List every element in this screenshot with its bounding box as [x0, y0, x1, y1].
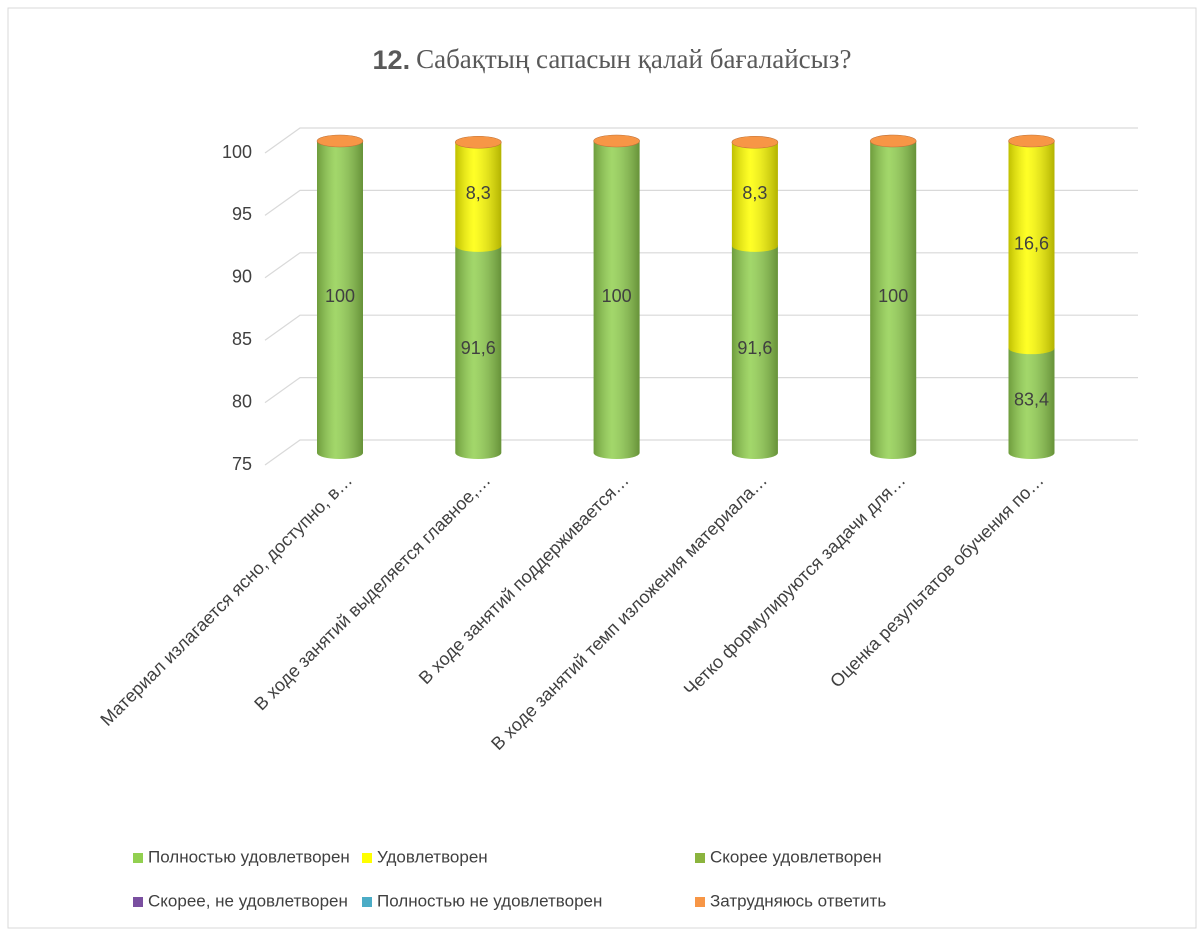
cylinder-shading — [317, 135, 363, 459]
data-label: 8,3 — [466, 183, 491, 203]
legend-label: Затрудняюсь ответить — [710, 891, 886, 910]
grid-line — [264, 252, 1138, 279]
grid-line — [264, 189, 1138, 216]
data-label: 8,3 — [742, 183, 767, 203]
data-label: 91,6 — [461, 338, 496, 358]
y-tick-label: 100 — [222, 142, 252, 162]
cylinder-shading — [731, 239, 778, 459]
cylinder-cap — [593, 134, 640, 148]
y-tick-label: 95 — [232, 204, 252, 224]
chart-title: 12. Сабақтың сапасын қалай бағалайсыз? — [373, 44, 852, 75]
cylinder-shading — [455, 136, 502, 252]
legend-label: Удовлетворен — [377, 847, 488, 866]
data-label: 83,4 — [1014, 389, 1049, 409]
title-text: Сабақтың сапасын қалай бағалайсыз? — [416, 44, 851, 74]
y-tick-label: 80 — [232, 391, 252, 411]
cylinder-cap — [1008, 134, 1055, 148]
data-label: 91,6 — [737, 338, 772, 358]
legend-swatch — [695, 853, 705, 863]
cylinder-cap — [731, 135, 779, 149]
cylinder-shading — [870, 135, 917, 459]
grid-line — [264, 314, 1138, 341]
y-tick-label: 85 — [232, 329, 252, 349]
legend-label: Полностью удовлетворен — [148, 847, 350, 866]
data-label: 100 — [602, 286, 632, 306]
legend-label: Полностью не удовлетворен — [377, 891, 602, 910]
data-label: 100 — [878, 286, 908, 306]
cylinder-shading — [1008, 135, 1055, 355]
title-number: 12. — [373, 45, 411, 75]
y-tick-label: 75 — [232, 454, 252, 474]
cylinder-shading — [593, 135, 640, 459]
legend-swatch — [362, 897, 372, 907]
grid-line — [264, 439, 1138, 466]
legend-label: Скорее удовлетворен — [710, 847, 882, 866]
legend-swatch — [133, 853, 143, 863]
cylinder-shading — [455, 239, 502, 459]
legend-swatch — [695, 897, 705, 907]
cylinder-shading — [1008, 342, 1055, 459]
data-label: 100 — [325, 286, 355, 306]
legend-swatch — [362, 853, 372, 863]
grid-line — [264, 127, 1138, 154]
data-label: 16,6 — [1014, 233, 1049, 253]
cylinder-cap — [316, 134, 364, 148]
cylinder-cap — [869, 134, 917, 148]
grid-line — [264, 377, 1138, 404]
cylinder-cap — [454, 135, 502, 149]
y-tick-label: 90 — [232, 267, 252, 287]
cylinder-shading — [731, 136, 778, 252]
legend-label: Скорее, не удовлетворен — [148, 891, 348, 910]
legend-swatch — [133, 897, 143, 907]
